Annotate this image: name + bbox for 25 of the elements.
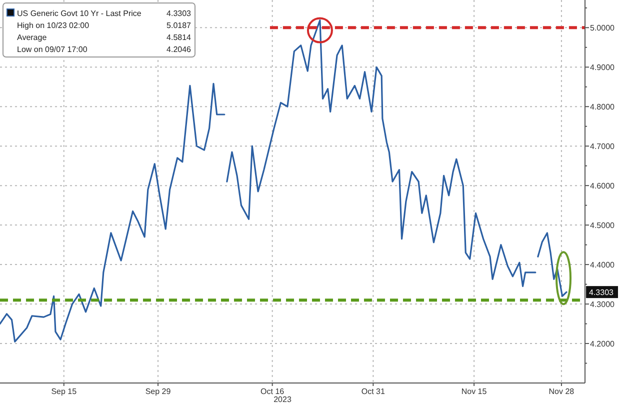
x-axis-title: 2023 [274, 395, 292, 403]
annotation: 4.2046 [166, 45, 192, 54]
text: 4.3303 [589, 288, 614, 298]
legend-label: US Generic Govt 10 Yr - Last Price [17, 9, 142, 18]
annotation: Low on 09/07 17:00 [17, 45, 88, 54]
x-tick-label: Oct 16 [260, 387, 285, 396]
x-tick-label: Sep 29 [145, 387, 172, 396]
annotation: 4.3303 [166, 9, 192, 18]
x-tick-label: Oct 31 [361, 387, 386, 396]
y-tick-label: 4.7000 [590, 142, 616, 152]
y-tick-label: 4.3000 [590, 300, 616, 310]
x-tick-label: Nov 28 [548, 387, 575, 396]
y-tick-label: 4.4000 [590, 260, 616, 270]
annotation: 5.0187 [166, 21, 192, 30]
y-tick-label: 4.2000 [590, 340, 616, 349]
annotation: High on 10/23 02:00 [17, 21, 90, 30]
x-tick-label: Nov 15 [461, 387, 488, 396]
y-tick-label: 5.0000 [590, 24, 616, 33]
y-tick-label: 4.6000 [590, 182, 616, 191]
y-tick-label: 4.9000 [590, 63, 616, 72]
annotation: 4.5814 [166, 33, 192, 42]
x-tick-label: Sep 15 [51, 387, 78, 396]
annotation: Average [17, 33, 48, 42]
y-tick-label: 4.8000 [590, 102, 616, 112]
y-tick-label: 4.5000 [590, 221, 616, 230]
